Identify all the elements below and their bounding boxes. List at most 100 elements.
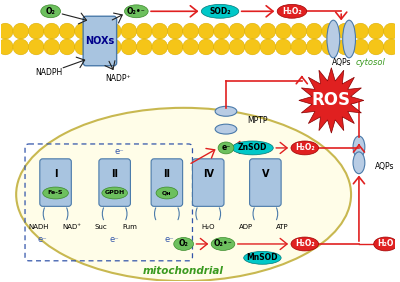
Circle shape [276,23,291,39]
Circle shape [306,39,322,55]
Text: Qн: Qн [162,190,172,195]
Ellipse shape [174,237,194,250]
Circle shape [75,23,90,39]
Text: NADP⁺: NADP⁺ [105,74,130,83]
Circle shape [167,23,183,39]
Text: NOXs: NOXs [85,36,114,46]
Text: NADPH: NADPH [35,68,62,77]
FancyBboxPatch shape [99,159,130,206]
Text: H₂O: H₂O [202,224,215,230]
Text: II: II [163,169,170,179]
Text: H₂O₂: H₂O₂ [282,7,302,16]
Ellipse shape [218,142,234,154]
Text: MPTP: MPTP [248,116,268,125]
Circle shape [291,39,307,55]
FancyBboxPatch shape [40,159,71,206]
Circle shape [183,39,198,55]
Ellipse shape [102,187,128,199]
Circle shape [368,39,384,55]
Ellipse shape [374,237,397,251]
Circle shape [183,23,198,39]
Circle shape [121,23,137,39]
Text: H₂O₂: H₂O₂ [295,239,315,248]
Text: O₂: O₂ [179,239,188,248]
Circle shape [229,39,245,55]
Circle shape [28,39,44,55]
Circle shape [0,23,13,39]
Text: Fe-S: Fe-S [48,190,63,195]
Circle shape [44,39,60,55]
Circle shape [229,23,245,39]
Circle shape [337,23,353,39]
Text: ROS: ROS [312,91,351,109]
Text: AQPs: AQPs [332,58,351,67]
FancyBboxPatch shape [192,159,224,206]
Ellipse shape [156,187,178,199]
Text: e⁻: e⁻ [164,235,174,244]
Ellipse shape [43,187,68,199]
Circle shape [44,23,60,39]
Circle shape [152,39,168,55]
Circle shape [214,23,230,39]
Circle shape [322,23,338,39]
Ellipse shape [232,141,273,155]
Circle shape [384,23,399,39]
Text: e⁻: e⁻ [221,144,230,153]
Text: H₂O: H₂O [377,239,394,248]
Ellipse shape [277,4,307,18]
Text: H₂O₂: H₂O₂ [295,144,315,153]
Circle shape [90,39,106,55]
Circle shape [152,23,168,39]
Circle shape [136,39,152,55]
Circle shape [59,23,75,39]
Ellipse shape [343,20,356,58]
Circle shape [28,23,44,39]
Text: V: V [262,169,269,179]
Ellipse shape [215,106,237,116]
Text: e⁻: e⁻ [115,147,124,157]
Text: AQPs: AQPs [375,162,394,171]
Circle shape [106,39,121,55]
Circle shape [244,39,260,55]
Circle shape [59,39,75,55]
Circle shape [384,39,399,55]
Text: e⁻: e⁻ [38,235,48,244]
Circle shape [353,39,368,55]
Circle shape [198,23,214,39]
Text: ADP: ADP [239,224,253,230]
Circle shape [106,23,121,39]
Circle shape [260,23,276,39]
Ellipse shape [41,5,60,18]
Text: SOD₂: SOD₂ [209,7,231,16]
Ellipse shape [353,136,365,158]
Text: mitochondrial: mitochondrial [143,266,224,276]
Circle shape [13,23,29,39]
Text: O₂•⁻: O₂•⁻ [127,7,146,16]
Text: II: II [111,169,118,179]
Circle shape [167,39,183,55]
FancyBboxPatch shape [250,159,281,206]
Circle shape [214,39,230,55]
Circle shape [90,23,106,39]
Ellipse shape [353,152,365,174]
Circle shape [306,23,322,39]
Text: e⁻: e⁻ [110,235,120,244]
Circle shape [353,23,368,39]
Ellipse shape [124,5,148,18]
Ellipse shape [16,108,351,281]
Ellipse shape [291,141,318,155]
Circle shape [0,39,13,55]
Ellipse shape [291,237,318,251]
Circle shape [198,39,214,55]
Circle shape [244,23,260,39]
Circle shape [322,39,338,55]
Text: MnSOD: MnSOD [247,253,278,262]
Ellipse shape [244,251,281,264]
Circle shape [291,23,307,39]
FancyBboxPatch shape [151,159,183,206]
Text: I: I [54,169,57,179]
Circle shape [75,39,90,55]
Ellipse shape [201,4,239,18]
Circle shape [121,39,137,55]
Circle shape [136,23,152,39]
